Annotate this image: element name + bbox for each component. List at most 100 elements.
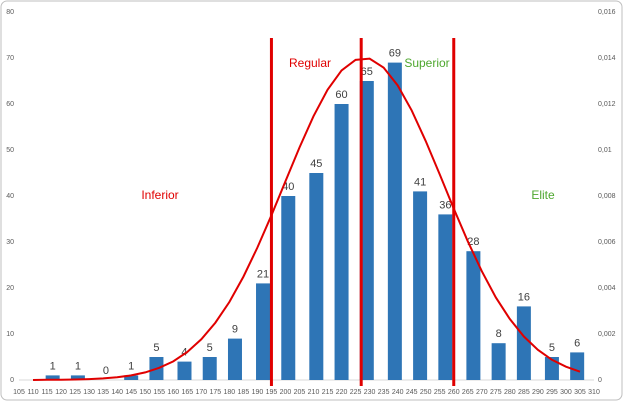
x-tick-label: 175 bbox=[209, 389, 221, 396]
x-tick-label: 165 bbox=[181, 389, 193, 396]
y-tick-label: 50 bbox=[6, 147, 14, 154]
x-tick-label: 225 bbox=[350, 389, 362, 396]
x-tick-label: 140 bbox=[111, 389, 123, 396]
x-tick-label: 260 bbox=[448, 389, 460, 396]
x-tick-label: 295 bbox=[546, 389, 558, 396]
x-tick-label: 280 bbox=[504, 389, 516, 396]
x-tick-label: 115 bbox=[41, 389, 52, 396]
x-tick-label: 135 bbox=[97, 389, 109, 396]
data-label: 5 bbox=[153, 342, 159, 354]
data-label: 6 bbox=[574, 337, 580, 349]
x-tick-label: 240 bbox=[392, 389, 404, 396]
y-tick-label: 0 bbox=[10, 377, 14, 384]
y2-tick-label: 0,01 bbox=[598, 147, 612, 154]
bar bbox=[281, 196, 296, 380]
y2-tick-label: 0,004 bbox=[598, 285, 616, 292]
data-label: 41 bbox=[414, 176, 426, 188]
x-tick-label: 120 bbox=[55, 389, 67, 396]
data-label: 8 bbox=[496, 328, 502, 340]
x-tick-label: 155 bbox=[153, 389, 165, 396]
normal-curve bbox=[33, 57, 581, 381]
y-tick-label: 30 bbox=[6, 239, 14, 246]
x-tick-label: 190 bbox=[252, 389, 264, 396]
y-tick-label: 60 bbox=[6, 101, 14, 108]
data-label: 4 bbox=[181, 347, 187, 359]
y-tick-label: 40 bbox=[6, 193, 14, 200]
bar bbox=[491, 343, 506, 380]
bar bbox=[45, 375, 60, 380]
data-label: 16 bbox=[518, 291, 530, 303]
y2-tick-label: 0,016 bbox=[598, 9, 616, 16]
x-tick-label: 105 bbox=[13, 389, 25, 396]
bar bbox=[227, 338, 242, 380]
x-tick-label: 215 bbox=[322, 389, 334, 396]
x-tick-label: 290 bbox=[532, 389, 544, 396]
y-tick-label: 80 bbox=[6, 9, 14, 16]
x-tick-label: 265 bbox=[462, 389, 474, 396]
x-tick-label: 130 bbox=[83, 389, 95, 396]
y2-tick-label: 0,008 bbox=[598, 193, 616, 200]
y-tick-label: 20 bbox=[6, 285, 14, 292]
annotation: Superior bbox=[404, 56, 449, 70]
bar bbox=[256, 283, 271, 380]
annotation: Regular bbox=[289, 56, 331, 70]
x-tick-label: 110 bbox=[27, 389, 38, 396]
data-label: 65 bbox=[361, 66, 373, 78]
x-tick-label: 185 bbox=[238, 389, 250, 396]
bar bbox=[309, 173, 324, 380]
x-tick-label: 255 bbox=[434, 389, 446, 396]
bar bbox=[334, 104, 349, 380]
data-label: 9 bbox=[232, 324, 238, 336]
x-tick-label: 125 bbox=[69, 389, 81, 396]
y2-tick-label: 0,002 bbox=[598, 331, 616, 338]
data-label: 1 bbox=[128, 360, 134, 372]
y-tick-label: 70 bbox=[6, 55, 14, 62]
data-label: 60 bbox=[335, 89, 347, 101]
x-tick-label: 300 bbox=[560, 389, 572, 396]
x-tick-label: 145 bbox=[125, 389, 137, 396]
x-tick-label: 275 bbox=[490, 389, 502, 396]
x-tick-label: 180 bbox=[224, 389, 236, 396]
x-tick-label: 270 bbox=[476, 389, 488, 396]
bar bbox=[413, 191, 428, 380]
x-tick-label: 230 bbox=[364, 389, 376, 396]
data-label: 1 bbox=[50, 360, 56, 372]
data-label: 21 bbox=[257, 268, 269, 280]
annotation: Elite bbox=[531, 188, 555, 202]
y2-tick-label: 0 bbox=[598, 377, 602, 384]
data-label: 36 bbox=[439, 199, 451, 211]
data-label: 5 bbox=[549, 342, 555, 354]
bar bbox=[124, 375, 139, 380]
y2-tick-label: 0,014 bbox=[598, 55, 616, 62]
x-tick-label: 310 bbox=[588, 389, 600, 396]
x-tick-label: 235 bbox=[378, 389, 390, 396]
x-tick-label: 285 bbox=[518, 389, 530, 396]
bar bbox=[387, 62, 402, 380]
x-tick-label: 305 bbox=[574, 389, 586, 396]
bar bbox=[516, 306, 531, 380]
data-label: 1 bbox=[75, 360, 81, 372]
bar bbox=[359, 81, 374, 380]
bar bbox=[438, 214, 453, 380]
data-label: 69 bbox=[389, 48, 401, 60]
data-label: 0 bbox=[103, 365, 109, 377]
y2-tick-label: 0,012 bbox=[598, 101, 616, 108]
x-tick-label: 210 bbox=[308, 389, 320, 396]
x-tick-label: 160 bbox=[167, 389, 179, 396]
y2-tick-label: 0,006 bbox=[598, 239, 616, 246]
bar bbox=[70, 375, 85, 380]
x-tick-label: 205 bbox=[294, 389, 306, 396]
bar bbox=[570, 352, 585, 380]
data-label: 5 bbox=[207, 342, 213, 354]
bar bbox=[177, 361, 192, 380]
x-tick-label: 150 bbox=[139, 389, 151, 396]
x-tick-label: 170 bbox=[195, 389, 207, 396]
annotation: Inferior bbox=[141, 188, 178, 202]
x-tick-label: 200 bbox=[280, 389, 292, 396]
x-tick-label: 220 bbox=[336, 389, 348, 396]
x-tick-label: 250 bbox=[420, 389, 432, 396]
bar bbox=[202, 357, 217, 380]
y-tick-label: 10 bbox=[6, 331, 14, 338]
bar bbox=[466, 251, 481, 380]
